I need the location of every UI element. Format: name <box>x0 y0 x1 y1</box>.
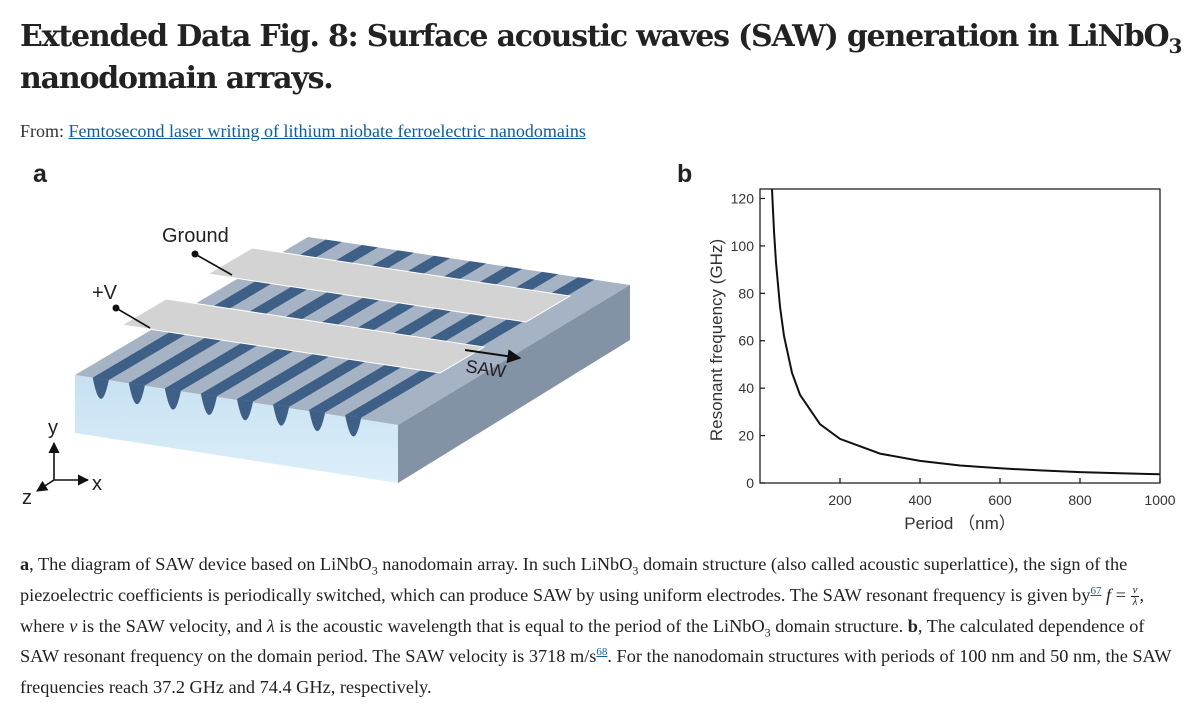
caption-text: domain structure. <box>770 615 908 636</box>
panel-a-letter: a <box>33 160 47 188</box>
nanodomain-cross-section <box>345 415 362 437</box>
plus-v-leader-dot <box>112 304 120 312</box>
title-text-end: nanodomain arrays. <box>20 61 334 96</box>
equation-equals: = <box>1111 584 1131 605</box>
caption-text: , respectively. <box>330 677 432 698</box>
fraction-numerator: v <box>1130 584 1140 598</box>
plot-frame <box>759 188 1161 484</box>
y-tick-label: 20 <box>738 428 754 444</box>
y-tick-label: 0 <box>746 475 754 491</box>
caption-text: is the SAW velocity, and <box>77 615 267 636</box>
substrate-side-face <box>398 285 630 483</box>
x-tick-label: 200 <box>828 492 852 508</box>
caption-a-label: a <box>20 554 30 574</box>
saw-device-diagram: Ground +V SAW y x z <box>22 225 630 509</box>
nanodomain-cross-section <box>92 377 109 399</box>
nanodomain-cross-section <box>273 404 290 426</box>
electrode-plus-v <box>120 298 486 374</box>
caption-text: , The diagram of SAW device based on LiN… <box>29 554 372 574</box>
y-tick-label: 100 <box>731 238 755 254</box>
source-article-link[interactable]: Femtosecond laser writing of lithium nio… <box>68 121 586 141</box>
variable-v: v <box>69 615 78 636</box>
y-tick-label: 80 <box>738 285 754 301</box>
x-tick-label: 800 <box>1068 492 1092 508</box>
y-axis-label: y <box>48 417 58 439</box>
ground-leader-dot <box>191 250 199 258</box>
frequency-value-2: 74.4 GHz <box>259 677 331 698</box>
caption-text: nanodomain array. In such LiNbO <box>377 554 633 574</box>
equation-f: f <box>1106 584 1112 605</box>
nanodomain-cross-section <box>236 399 254 421</box>
figure-caption: a, The diagram of SAW device based on Li… <box>20 549 1185 703</box>
frequency-value-1: 37.2 GHz <box>152 677 225 698</box>
nanodomain-cross-section <box>309 409 326 432</box>
nanodomain-cross-section <box>200 393 218 415</box>
y-axis-title: Resonant frequency (GHz) <box>707 239 726 441</box>
x-axis-label: x <box>92 473 102 495</box>
coordinate-axes: y x z <box>22 417 102 509</box>
x-tick-label: 1000 <box>1144 492 1175 508</box>
y-tick-label: 40 <box>738 380 754 396</box>
nanodomain-cross-section <box>164 388 181 410</box>
reference-link-67[interactable]: 67 <box>1090 584 1102 597</box>
caption-text: , where <box>20 584 1145 636</box>
fraction-denominator: λ <box>1132 596 1138 609</box>
panel-b-letter: b <box>677 160 693 188</box>
nanodomain-cross-sections <box>92 377 362 437</box>
plus-v-leader-line <box>115 307 151 329</box>
caption-text: domain structure (also called acoustic s… <box>20 554 1128 605</box>
caption-subscript: 3 <box>764 625 771 640</box>
caption-text: , The calculated dependence of SAW reson… <box>20 615 1145 667</box>
source-line: From: Femtosecond laser writing of lithi… <box>20 121 586 142</box>
z-axis-label: z <box>22 487 32 509</box>
y-tick-label: 120 <box>731 190 755 206</box>
caption-text: is the acoustic wavelength that is equal… <box>274 615 765 636</box>
from-label: From: <box>20 121 65 141</box>
z-axis-arrow <box>36 479 55 492</box>
caption-text: . For the nanodomain structures with per… <box>20 646 1172 698</box>
saw-direction-arrow <box>464 349 522 364</box>
ground-leader-line <box>194 253 233 276</box>
ground-label: Ground <box>162 225 229 247</box>
caption-subscript: 3 <box>371 563 378 578</box>
caption-subscript: 3 <box>632 563 639 578</box>
x-axis-title: Period （nm） <box>904 514 1015 533</box>
frequency-curve <box>771 189 1161 476</box>
title-subscript: 3 <box>1168 34 1182 58</box>
resonant-frequency-chart: 0 20 40 60 80 100 120 200 400 600 800 1000 Resonan… <box>707 188 1176 533</box>
title-text: Extended Data Fig. 8: Surface acoustic w… <box>20 19 1170 54</box>
x-tick-label: 600 <box>988 492 1012 508</box>
nanodomain-cross-section <box>128 383 145 405</box>
electrode-ground <box>206 247 572 323</box>
substrate-front-face <box>75 375 398 483</box>
y-tick-label: 60 <box>738 333 754 349</box>
plus-v-label: +V <box>92 282 118 304</box>
figure-title: Extended Data Fig. 8: Surface acoustic w… <box>20 16 1185 100</box>
x-tick-label: 400 <box>908 492 932 508</box>
caption-text: and <box>224 677 260 698</box>
caption-b-label: b <box>907 615 918 636</box>
reference-link-68[interactable]: 68 <box>596 646 608 659</box>
variable-lambda: λ <box>266 615 275 636</box>
